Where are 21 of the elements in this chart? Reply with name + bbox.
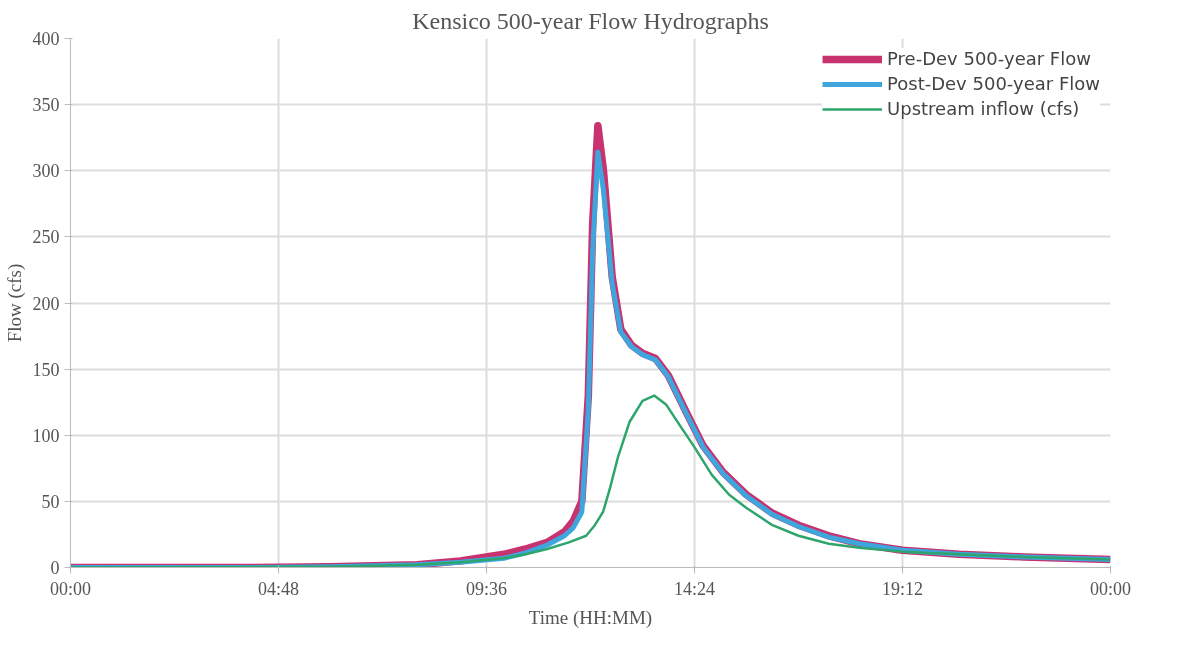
y-axis-title: Flow (cfs) [3,263,26,343]
y-tick-label: 400 [32,29,60,49]
x-axis-title: Time (HH:MM) [528,606,653,629]
x-tick-label: 14:24 [674,578,716,599]
y-tick-label: 50 [41,491,60,512]
x-tick-label: 04:48 [258,578,300,599]
x-tick-label: 19:12 [882,578,924,599]
legend-label: Post-Dev 500-year Flow [887,73,1100,94]
y-tick-label: 0 [50,558,60,578]
y-tick-label: 250 [32,227,60,248]
chart-title: Kensico 500-year Flow Hydrographs [412,7,769,34]
y-tick-label: 200 [32,293,60,314]
x-tick-label: 00:00 [50,578,92,599]
x-tick-label: 00:00 [1090,578,1132,599]
y-tick-label: 300 [32,161,60,182]
legend-label: Pre-Dev 500-year Flow [887,48,1091,69]
y-tick-label: 350 [32,95,60,116]
y-tick-label: 150 [32,359,60,380]
legend-label: Upstream inflow (cfs) [887,98,1080,119]
y-tick-label: 100 [32,425,60,446]
x-tick-label: 09:36 [466,578,508,599]
